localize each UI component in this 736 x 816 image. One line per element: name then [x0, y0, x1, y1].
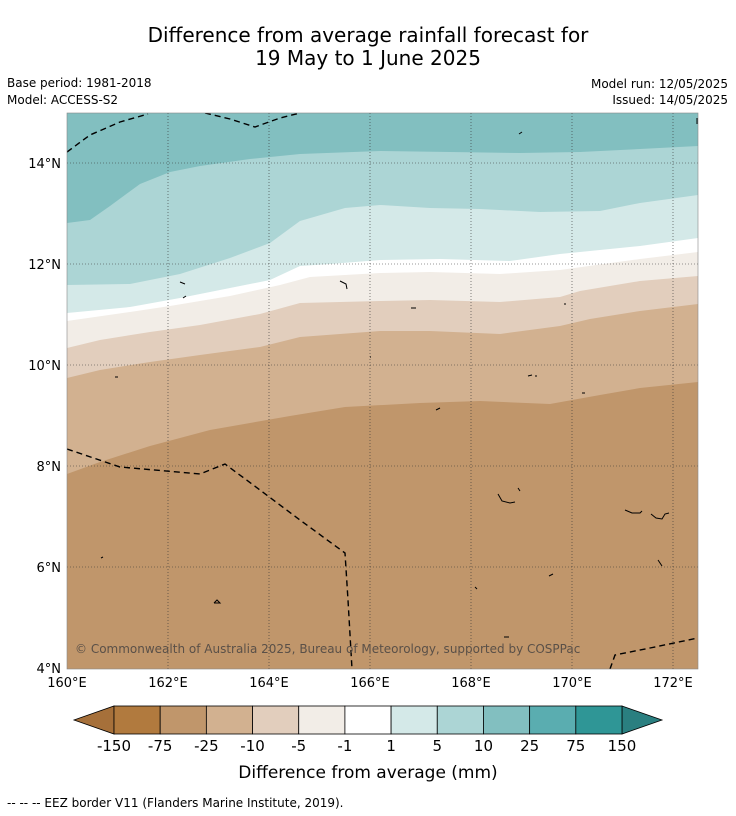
- model-label: Model: ACCESS-S2: [7, 93, 119, 107]
- colorbar-tick-label: -25: [194, 737, 219, 755]
- colorbar-tick-label: 5: [432, 737, 442, 755]
- colorbar-tick-labels: -150 -75 -25 -10 -5 -1 1 5 10 25 75 150: [97, 737, 636, 755]
- latitude-axis: 14°N 12°N 10°N 8°N 6°N 4°N: [28, 157, 61, 677]
- colorbar-segment: [390, 705, 438, 735]
- model-run-label: Model run: 12/05/2025: [590, 77, 728, 91]
- longitude-axis: 160°E 162°E 164°E 166°E 168°E 170°E 172°…: [47, 676, 693, 691]
- colorbar-segments: [113, 705, 623, 735]
- lat-tick-label: 14°N: [28, 157, 61, 172]
- colorbar-tick-label: -10: [240, 737, 265, 755]
- colorbar-title: Difference from average (mm): [238, 763, 497, 783]
- rainfall-anomaly-map: © Commonwealth of Australia 2025, Bureau…: [67, 113, 698, 669]
- colorbar-segment: [205, 705, 253, 735]
- colorbar-segment: [483, 705, 531, 735]
- lat-tick-label: 10°N: [28, 359, 61, 374]
- colorbar-segment: [159, 705, 207, 735]
- colorbar-segment: [344, 705, 392, 735]
- map-title-line-1: Difference from average rainfall forecas…: [147, 23, 589, 47]
- copyright-text: © Commonwealth of Australia 2025, Bureau…: [75, 642, 580, 656]
- map-title-line-2: 19 May to 1 June 2025: [255, 46, 481, 70]
- issued-label: Issued: 14/05/2025: [612, 93, 728, 107]
- lon-tick-label: 170°E: [552, 676, 592, 691]
- colorbar-segment: [113, 705, 161, 735]
- islands: [100, 118, 698, 638]
- lon-tick-label: 168°E: [451, 676, 491, 691]
- lat-tick-label: 12°N: [28, 258, 61, 273]
- colorbar-segment: [529, 705, 577, 735]
- colorbar-tick-label: -5: [291, 737, 306, 755]
- colorbar-tick-label: 25: [520, 737, 539, 755]
- lon-tick-label: 160°E: [47, 676, 87, 691]
- eez-borders: [67, 113, 698, 669]
- colorbar-tick-label: -75: [148, 737, 173, 755]
- map-frame: [66, 112, 699, 670]
- colorbar-tick-label: -1: [337, 737, 352, 755]
- colorbar-tick-label: 1: [386, 737, 396, 755]
- colorbar-tick-label: 75: [566, 737, 585, 755]
- lat-tick-label: 6°N: [37, 561, 62, 576]
- graticule: [67, 113, 698, 669]
- lon-tick-label: 164°E: [249, 676, 289, 691]
- colorbar-tick-label: -150: [97, 737, 131, 755]
- lat-tick-label: 4°N: [37, 662, 62, 677]
- colorbar-tick-label: 150: [608, 737, 637, 755]
- eez-legend-note: -- -- -- EEZ border V11 (Flanders Marine…: [7, 796, 344, 810]
- colorbar-extend-low: [72, 705, 115, 735]
- colorbar-segment: [575, 705, 623, 735]
- base-period-label: Base period: 1981-2018: [7, 76, 152, 90]
- colorbar-segment: [436, 705, 484, 735]
- lon-tick-label: 166°E: [350, 676, 390, 691]
- colorbar-tick-label: 10: [474, 737, 493, 755]
- wet-10-25-region: [67, 113, 698, 223]
- lon-tick-label: 172°E: [653, 676, 693, 691]
- colorbar: -150 -75 -25 -10 -5 -1 1 5 10 25 75 150 Difference …: [72, 705, 664, 783]
- lon-tick-label: 162°E: [148, 676, 188, 691]
- lat-tick-label: 8°N: [37, 460, 62, 475]
- colorbar-segment: [298, 705, 346, 735]
- colorbar-segment: [252, 705, 300, 735]
- colorbar-extend-high: [621, 705, 664, 735]
